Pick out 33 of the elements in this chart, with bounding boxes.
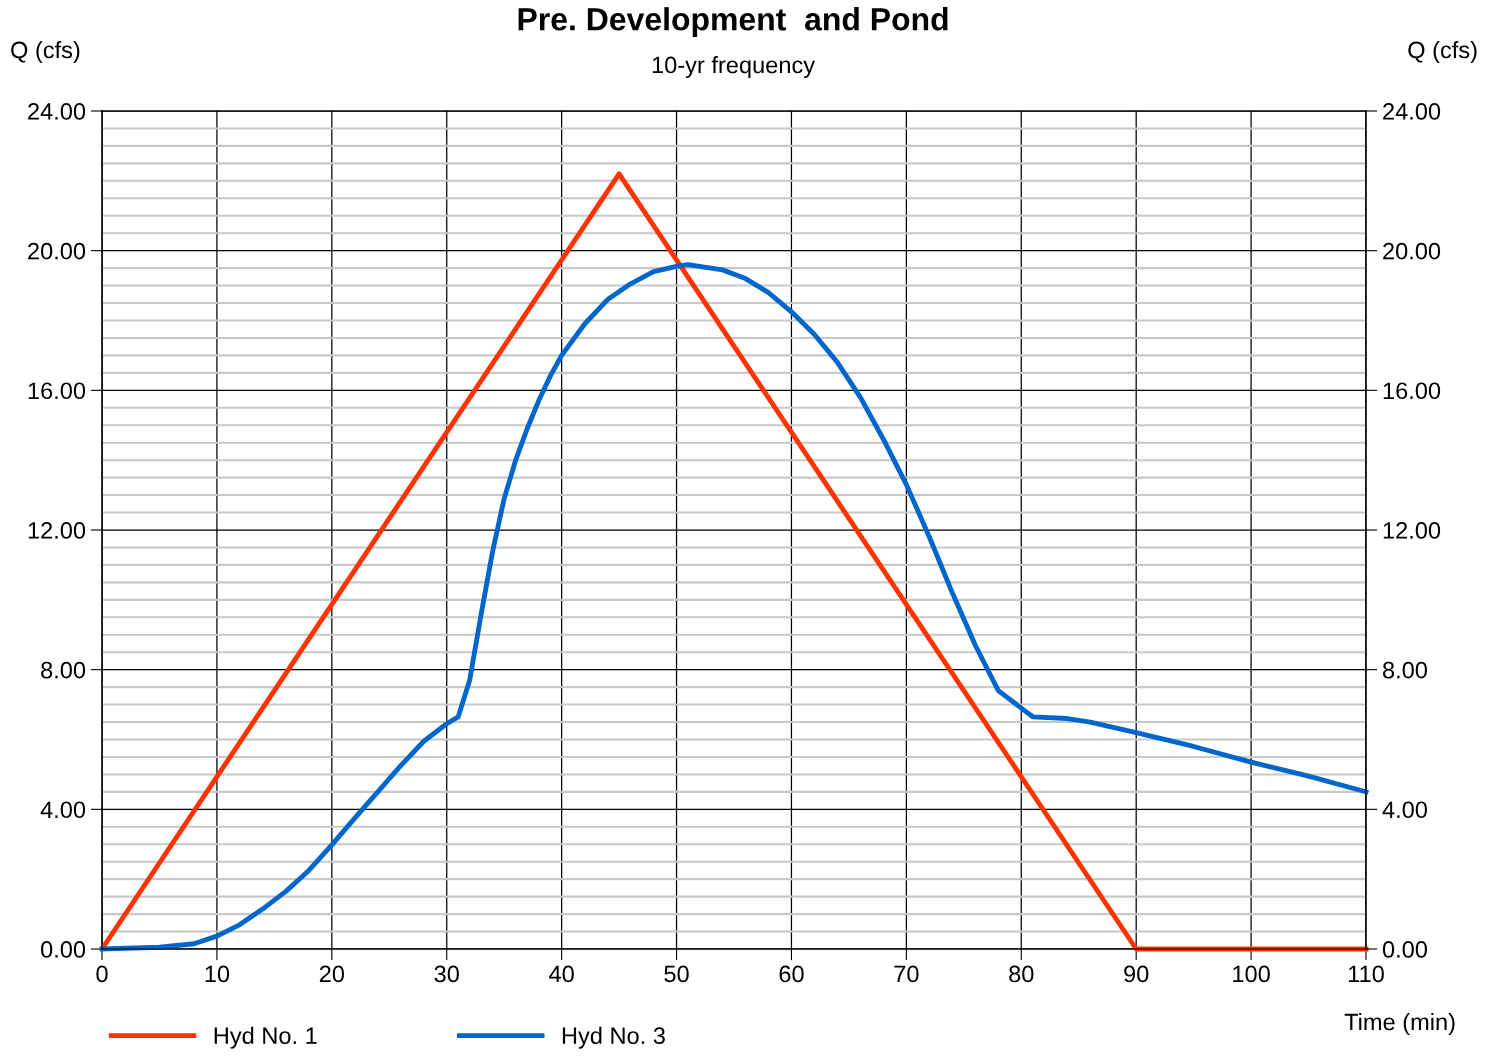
y-tick-label: 8.00 xyxy=(41,661,86,679)
y2-tick-label: 4.00 xyxy=(1382,801,1427,819)
y-tick-label: 4.00 xyxy=(40,801,86,819)
x-tick-label: 50 xyxy=(664,965,689,983)
y2-tick-label: 24.00 xyxy=(1383,103,1441,120)
y2-axis-title: Q (cfs) xyxy=(1408,41,1477,63)
y2-tick-label: 12.00 xyxy=(1383,522,1441,539)
x-tick-label: 100 xyxy=(1233,965,1270,983)
chart-title: Pre. Development and Pond xyxy=(518,7,948,37)
y2-tick-label: 20.00 xyxy=(1383,242,1441,260)
x-tick-label: 40 xyxy=(549,965,574,983)
x-tick-label: 0 xyxy=(96,965,108,983)
y2-tick-label: 16.00 xyxy=(1383,382,1441,400)
y-tick-label: 24.00 xyxy=(28,103,86,120)
y-tick-label: 20.00 xyxy=(28,242,86,260)
x-tick-label: 80 xyxy=(1009,965,1034,983)
y-tick-label: 12.00 xyxy=(28,522,86,539)
x-tick-label: 70 xyxy=(894,965,919,983)
x-tick-label: 20 xyxy=(319,965,345,983)
x-tick-label: 60 xyxy=(779,965,804,983)
y-axis-title: Q (cfs) xyxy=(11,41,80,63)
y-tick-label: 16.00 xyxy=(28,382,86,400)
x-tick-label: 110 xyxy=(1348,965,1384,983)
y-tick-label: 0.00 xyxy=(41,941,86,958)
x-axis-title: Time (min) xyxy=(1344,1012,1455,1035)
legend-label: Hyd No. 3 xyxy=(562,1026,665,1049)
chart-subtitle: 10-yr frequency xyxy=(652,56,816,78)
x-tick-label: 10 xyxy=(205,965,230,983)
y2-tick-label: 0.00 xyxy=(1382,941,1427,958)
x-tick-label: 90 xyxy=(1124,965,1149,983)
x-tick-label: 30 xyxy=(434,965,459,983)
legend-label: Hyd No. 1 xyxy=(214,1026,317,1049)
y2-tick-label: 8.00 xyxy=(1383,661,1427,679)
